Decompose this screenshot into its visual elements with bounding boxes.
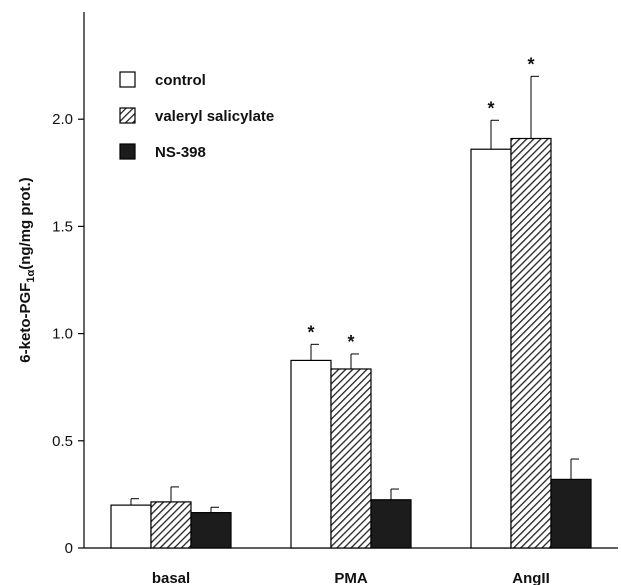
y-tick-label: 0: [65, 540, 73, 557]
bar-angii-valeryl-salicylate: [510, 137, 552, 549]
bars: [110, 137, 592, 549]
significance-star: *: [347, 332, 354, 352]
bar-basal-valeryl-salicylate: [150, 501, 192, 549]
bar-basal-ns-398: [190, 512, 232, 549]
significance-markers: * * * *: [307, 54, 534, 352]
legend-label: NS-398: [155, 144, 206, 161]
bar-basal-control: [110, 504, 152, 549]
error-bars: [130, 75, 579, 513]
category-labels: basal PMA AngII: [152, 570, 550, 585]
y-tick-label: 1.0: [52, 326, 73, 343]
bar-angii-control: [470, 148, 512, 549]
category-label-angii: AngII: [512, 570, 550, 585]
y-tick-label: 1.5: [52, 218, 73, 235]
legend: control valeryl salicylate NS-398: [119, 71, 274, 161]
y-axis-label: 6-keto-PGF1α(ng/mg prot.): [17, 177, 37, 362]
bar-angii-ns-398: [550, 478, 592, 549]
y-axis-label-main: 6-keto-PGF: [17, 283, 34, 363]
legend-swatch: [119, 143, 136, 160]
significance-star: *: [487, 98, 494, 118]
plot-area: 0 0.5 1.0 1.5 2.0 * * * * basal PMA AngII: [52, 12, 618, 585]
category-label-basal: basal: [152, 570, 190, 585]
y-axis-label-subscript: 1α: [25, 270, 37, 283]
legend-label: control: [155, 72, 206, 89]
category-label-pma: PMA: [334, 570, 368, 585]
y-tick-label: 2.0: [52, 111, 73, 128]
bar-pma-valeryl-salicylate: [330, 368, 372, 549]
bar-pma-control: [290, 359, 332, 549]
legend-swatch: [119, 107, 136, 124]
y-axis-label-suffix: (ng/mg prot.): [17, 177, 34, 269]
y-tick-label: 0.5: [52, 433, 73, 450]
bar-pma-ns-398: [370, 499, 412, 549]
y-ticks: 0 0.5 1.0 1.5 2.0: [52, 111, 84, 557]
significance-star: *: [527, 54, 534, 74]
legend-swatch: [119, 71, 136, 88]
legend-label: valeryl salicylate: [155, 108, 274, 125]
significance-star: *: [307, 322, 314, 342]
